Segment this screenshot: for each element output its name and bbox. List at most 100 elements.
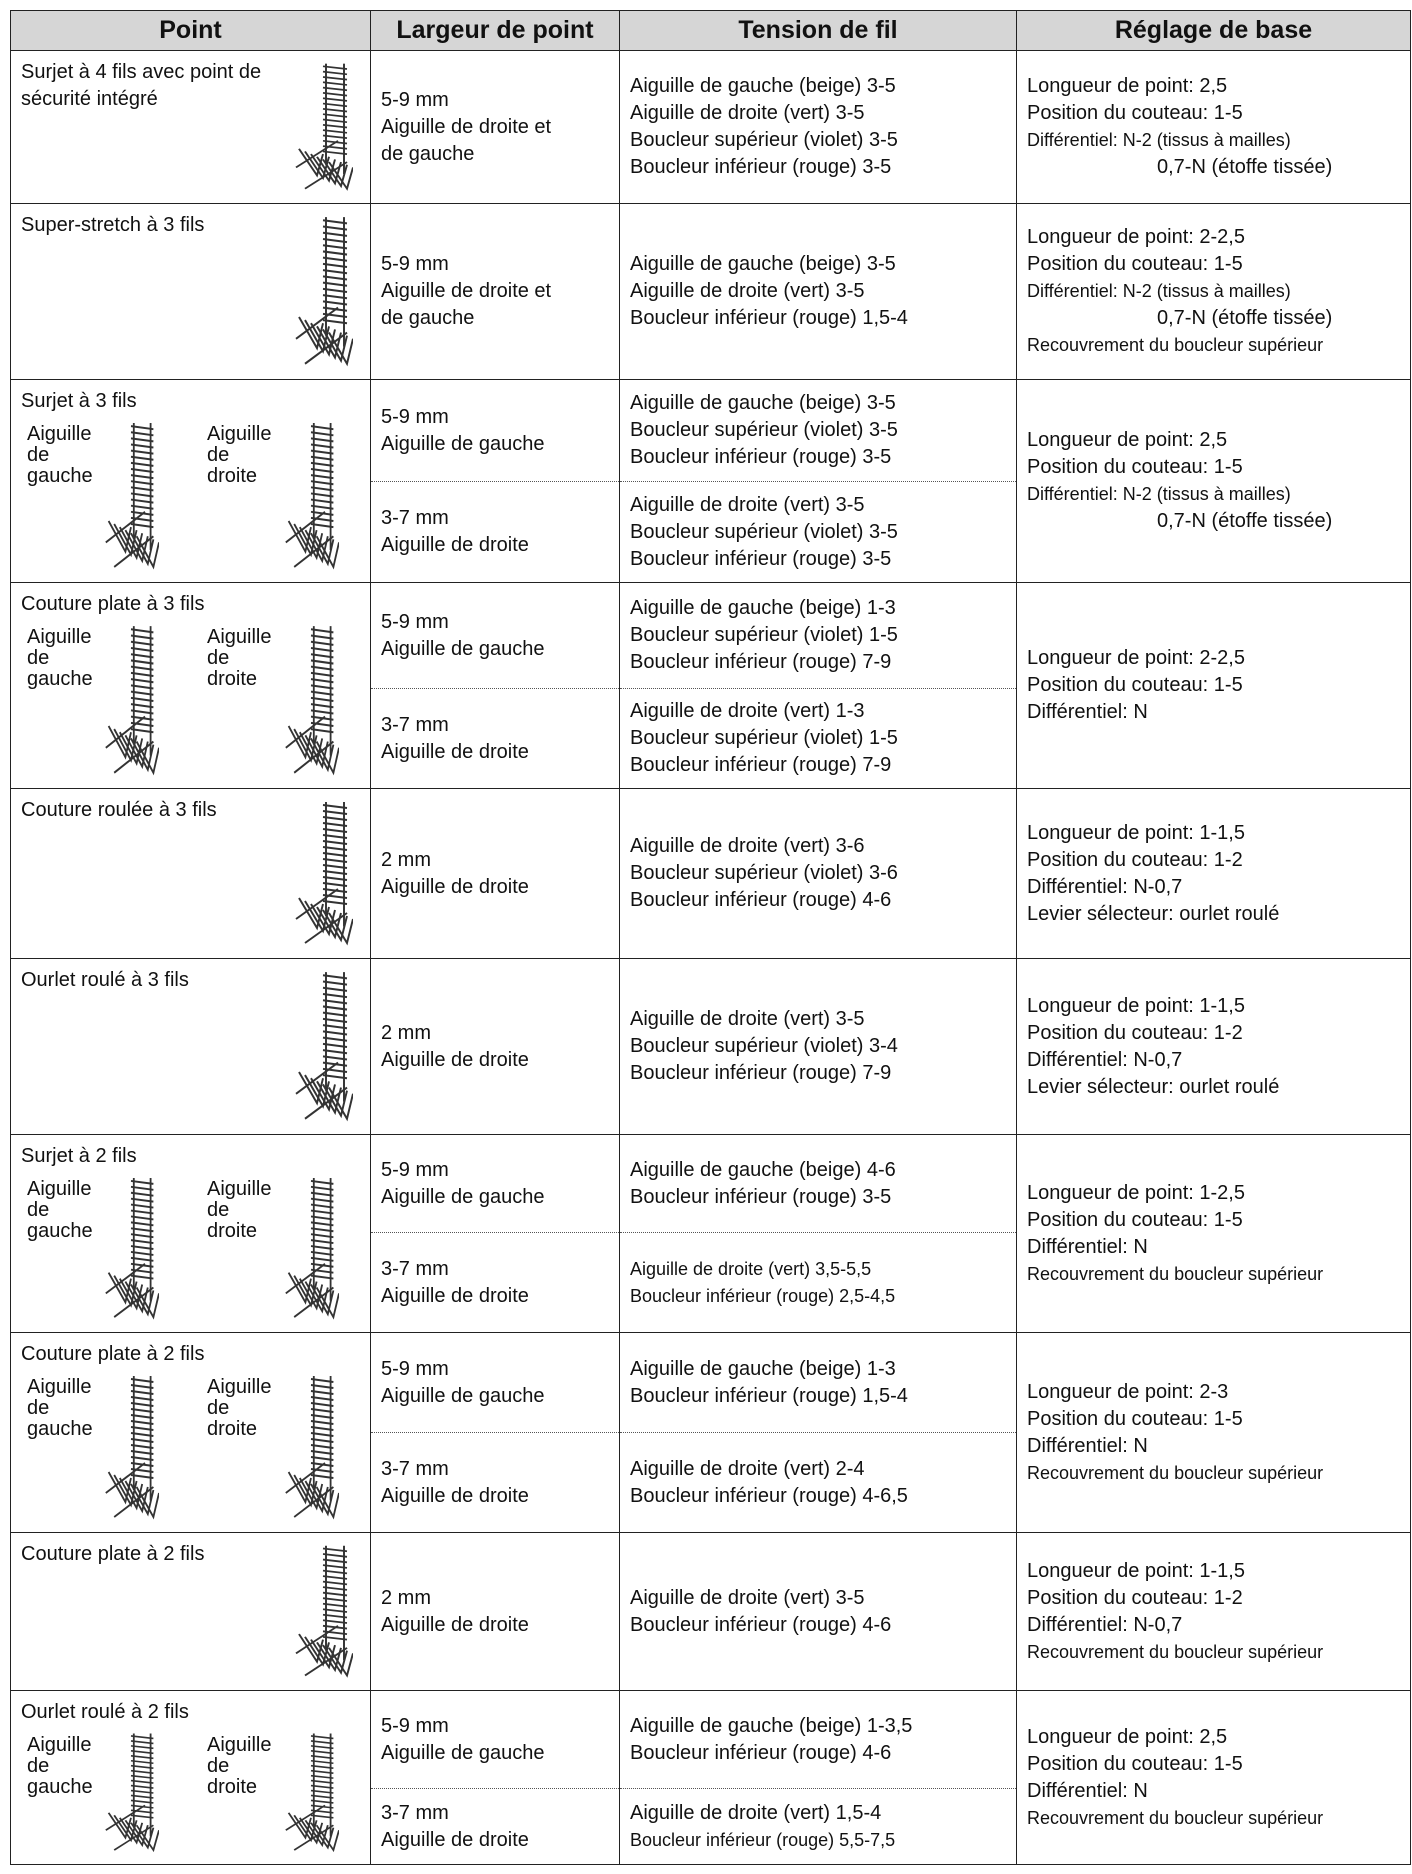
text-line: Longueur de point: 2,5 xyxy=(1027,75,1228,97)
text-line: Aiguille de droite (vert) 1,5-4 xyxy=(630,1801,882,1824)
point-name: Ourlet roulé à 2 fils xyxy=(21,1701,189,1723)
settings-cell: Longueur de point: 1-1,5 Position du cout… xyxy=(1016,1532,1411,1691)
point-cell: Couture roulée à 3 fils xyxy=(10,788,371,959)
text-line: 3-7 mm xyxy=(381,1257,449,1280)
settings-cell: Longueur de point: 2-2,5 Position du cout… xyxy=(1016,203,1411,380)
text-line: Différentiel: N-0,7 xyxy=(1027,875,1183,898)
width-cell: 3-7 mm Aiguille de droite xyxy=(370,1432,620,1533)
text-line: Aiguille de gauche (beige) 3-5 xyxy=(630,392,896,414)
text-line: Position du couteau: 1-5 xyxy=(1027,102,1243,124)
point-name: Surjet à 4 fils avec point de sécurité i… xyxy=(21,61,262,110)
text-line: Position du couteau: 1-2 xyxy=(1027,1021,1243,1044)
text-line: de xyxy=(207,1397,230,1419)
text-line: Différentiel: N-2 (tissus à mailles) xyxy=(1027,484,1291,504)
text-line: Boucleur supérieur (violet) 1-5 xyxy=(630,727,898,749)
text-line: Longueur de point: 2,5 xyxy=(1027,429,1228,451)
settings-cell: Longueur de point: 1-2,5 Position du cout… xyxy=(1016,1134,1411,1333)
width-cell: 2 mm Aiguille de droite xyxy=(370,788,620,959)
tension-cell: Aiguille de gauche (beige) 3-5 Aiguille d… xyxy=(619,50,1017,204)
text-line: Aiguille de gauche (beige) 3-5 xyxy=(630,253,896,275)
tension-cell: Aiguille de droite (vert) 3-5 Boucleur su… xyxy=(619,958,1017,1135)
text-line: droite xyxy=(207,1776,258,1798)
text-line: Position du couteau: 1-5 xyxy=(1027,456,1243,478)
text-line: Boucleur supérieur (violet) 3-6 xyxy=(630,862,898,884)
text-line: Boucleur inférieur (rouge) 7-9 xyxy=(630,1062,892,1084)
text-line: Position du couteau: 1-2 xyxy=(1027,1586,1243,1609)
text-line: de xyxy=(27,647,50,669)
width-cell: 5-9 mm Aiguille de droite et de gauche xyxy=(370,50,620,204)
text-line: Recouvrement du boucleur supérieur xyxy=(1027,1641,1324,1662)
table-row: 3-7 mm Aiguille de droite Aiguille de droi… xyxy=(11,1788,1411,1865)
point-name: Couture plate à 2 fils xyxy=(21,1543,205,1565)
table-row: 3-7 mm Aiguille de droite Aiguille de droi… xyxy=(11,688,1411,789)
text-line: Aiguille de droite xyxy=(381,875,529,898)
header-cell: Tension de fil xyxy=(619,10,1017,51)
text-line: Recouvrement du boucleur supérieur xyxy=(1027,1263,1324,1284)
text-line: Aiguille de droite (vert) 3-5 xyxy=(630,493,865,516)
text-line: Aiguille de gauche (beige) 1-3 xyxy=(630,597,896,619)
tension-cell: Aiguille de droite (vert) 1-3 Boucleur su… xyxy=(619,688,1017,789)
width-cell: 3-7 mm Aiguille de droite xyxy=(370,481,620,583)
text-line: Aiguille xyxy=(207,1734,272,1756)
text-line: Levier sélecteur: ourlet roulé xyxy=(1027,902,1280,925)
width-cell: 2 mm Aiguille de droite xyxy=(370,1532,620,1691)
settings-cell: Longueur de point: 2,5 Position du coutea… xyxy=(1016,379,1411,583)
header-cell: Réglage de base xyxy=(1016,10,1411,51)
text-line: gauche xyxy=(27,465,93,487)
tension-cell: Aiguille de droite (vert) 3-5 Boucleur su… xyxy=(619,481,1017,583)
stitch-icon xyxy=(105,423,159,570)
stitch-icon xyxy=(295,972,353,1122)
text-line: Boucleur inférieur (rouge) 3-5 xyxy=(630,1185,892,1208)
header-cell: Point xyxy=(10,10,371,51)
text-line: Boucleur inférieur (rouge) 4-6 xyxy=(630,1741,892,1764)
text-line: 2 mm xyxy=(381,1586,431,1609)
width-cell: 5-9 mm Aiguille de gauche xyxy=(370,1332,620,1433)
width-cell: 5-9 mm Aiguille de gauche xyxy=(370,1134,620,1233)
text-line: de gauche xyxy=(381,142,475,165)
needle-label: Aiguille de droite xyxy=(207,1377,271,1440)
table-row: Ourlet roulé à 3 fils 2 mm Aiguille de dro… xyxy=(10,958,1411,1135)
width-cell: 5-9 mm Aiguille de gauche xyxy=(370,582,620,689)
stitch-icon xyxy=(285,1376,339,1520)
text-line: Aiguille de droite xyxy=(381,740,529,763)
settings-cell: Longueur de point: 2-2,5 Position du cout… xyxy=(1016,582,1411,789)
text-line: Aiguille xyxy=(207,1178,272,1200)
text-line: 5-9 mm xyxy=(381,1714,449,1737)
tension-cell: Aiguille de gauche (beige) 1-3,5 Boucleur… xyxy=(619,1690,1017,1789)
stitch-icon xyxy=(105,1733,159,1853)
text-line: 0,7-N (étoffe tissée) xyxy=(1157,510,1333,532)
stitch-icon xyxy=(285,423,339,570)
stitch-icon xyxy=(295,802,353,946)
text-line: Aiguille de droite et xyxy=(381,280,552,302)
stitch-icon xyxy=(285,626,339,776)
header-row: Point Largeur de point Tension de fil Ré… xyxy=(10,10,1411,51)
text-line: Aiguille de droite (vert) 3-5 xyxy=(630,102,865,124)
text-line: de xyxy=(27,1397,50,1419)
text-line: Aiguille de droite et xyxy=(381,115,552,138)
text-line: 2 mm xyxy=(381,848,431,871)
text-line: Position du couteau: 1-5 xyxy=(1027,674,1243,696)
text-line: Différentiel: N-2 (tissus à mailles) xyxy=(1027,130,1291,150)
text-line: 5-9 mm xyxy=(381,88,449,111)
text-line: Longueur de point: 2-2,5 xyxy=(1027,226,1245,248)
text-line: de xyxy=(207,444,230,466)
needle-label: Aiguille de gauche xyxy=(27,627,93,690)
table-row: 3-7 mm Aiguille de droite Aiguille de droi… xyxy=(11,481,1411,583)
text-line: Aiguille xyxy=(27,1376,92,1398)
width-cell: 5-9 mm Aiguille de gauche xyxy=(370,379,620,482)
text-line: Différentiel: N-0,7 xyxy=(1027,1613,1183,1636)
table-row: 3-7 mm Aiguille de droite Aiguille de droi… xyxy=(11,1432,1411,1533)
point-cell: Couture plate à 3 fils Aiguille de gauche Ai… xyxy=(10,582,371,789)
point-name: Super-stretch à 3 fils xyxy=(21,214,205,236)
text-line: droite xyxy=(207,1418,258,1440)
point-cell: Ourlet roulé à 3 fils xyxy=(10,958,371,1135)
point-cell: Surjet à 2 fils Aiguille de gauche Aiguille d… xyxy=(10,1134,371,1333)
needle-label: Aiguille de gauche xyxy=(27,1377,93,1440)
text-line: Différentiel: N xyxy=(1027,1434,1148,1457)
text-line: Aiguille de gauche (beige) 1-3,5 xyxy=(630,1714,913,1737)
text-line: Boucleur inférieur (rouge) 3-5 xyxy=(630,547,892,570)
text-line: Aiguille de droite (vert) 1-3 xyxy=(630,700,865,722)
text-line: Longueur de point: 1-1,5 xyxy=(1027,821,1245,844)
point-cell: Couture plate à 2 fils xyxy=(10,1532,371,1691)
width-cell: 5-9 mm Aiguille de droite et de gauche xyxy=(370,203,620,380)
